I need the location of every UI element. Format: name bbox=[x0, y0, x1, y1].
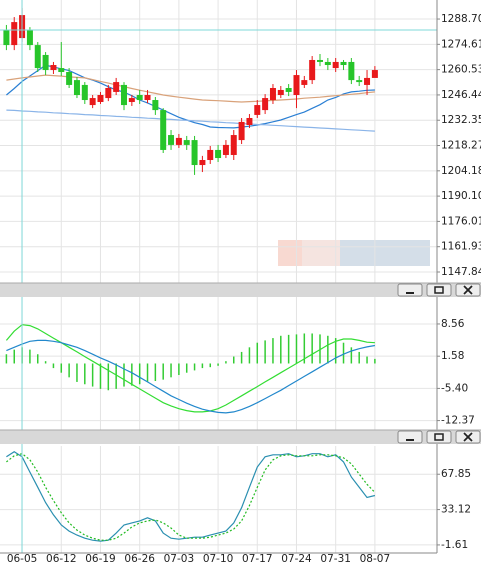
candle-body bbox=[34, 45, 41, 69]
candle-body bbox=[238, 121, 245, 141]
y-tick-label: 1190.10 bbox=[441, 190, 481, 202]
candle-body bbox=[26, 29, 33, 46]
blur-box bbox=[340, 240, 430, 266]
panel-bar bbox=[0, 430, 481, 444]
candle-body bbox=[293, 75, 300, 95]
y-tick-label: 1232.35 bbox=[441, 114, 481, 126]
x-tick-label: 07-31 bbox=[320, 553, 351, 565]
candle-body bbox=[317, 59, 323, 62]
candle-body bbox=[340, 61, 347, 66]
candle-body bbox=[262, 98, 269, 111]
candle-body bbox=[246, 117, 253, 125]
window-button bbox=[397, 283, 423, 297]
candle-body bbox=[97, 95, 104, 103]
overlay-line bbox=[6, 109, 375, 132]
x-tick-label: 06-19 bbox=[85, 553, 116, 565]
candle-body bbox=[324, 61, 331, 66]
candle-body bbox=[136, 95, 143, 101]
icon bbox=[434, 433, 444, 441]
blur-box bbox=[278, 240, 302, 266]
y-tick-label: 33.12 bbox=[441, 504, 471, 516]
candle-body bbox=[58, 68, 65, 73]
candle-body bbox=[301, 80, 308, 85]
blur-box bbox=[302, 240, 340, 266]
indicator-line bbox=[5, 324, 375, 413]
candle-body bbox=[89, 98, 96, 106]
y-tick-label: 1147.84 bbox=[441, 266, 481, 278]
candle-body bbox=[222, 144, 229, 155]
y-tick-label: 1204.18 bbox=[441, 165, 481, 177]
window-button bbox=[397, 430, 423, 444]
candle-body bbox=[254, 105, 261, 115]
y-tick-label: 1274.61 bbox=[441, 38, 481, 50]
candle-body bbox=[215, 149, 222, 159]
candle-body bbox=[160, 110, 167, 150]
icon bbox=[463, 432, 473, 442]
candle-body bbox=[121, 84, 127, 106]
candle-body bbox=[332, 61, 339, 69]
candle-body bbox=[66, 72, 73, 85]
x-tick-label: 08-07 bbox=[360, 553, 391, 565]
y-tick-label: 1.58 bbox=[441, 350, 464, 362]
y-tick-label: -12.37 bbox=[441, 415, 475, 427]
candle-body bbox=[199, 160, 206, 166]
candle-body bbox=[269, 87, 276, 101]
x-tick-label: 06-12 bbox=[46, 553, 77, 565]
candle-body bbox=[144, 95, 151, 101]
candle-body bbox=[128, 98, 135, 103]
x-tick-label: 07-03 bbox=[164, 553, 195, 565]
y-tick-label: -5.40 bbox=[441, 382, 468, 394]
candle-body bbox=[356, 80, 363, 83]
candle-body bbox=[277, 89, 284, 95]
y-tick-label: -1.61 bbox=[441, 539, 468, 551]
candle-body bbox=[11, 22, 18, 46]
y-tick-label: 1161.93 bbox=[441, 241, 481, 253]
candle-body bbox=[207, 149, 214, 161]
candle-body bbox=[42, 54, 49, 71]
y-tick-label: 8.56 bbox=[441, 318, 465, 330]
indicator-line bbox=[6, 450, 376, 542]
candle-body bbox=[152, 100, 159, 111]
candle-body bbox=[364, 77, 371, 85]
candle-body bbox=[175, 137, 182, 145]
decor bbox=[278, 240, 430, 266]
window-button bbox=[426, 283, 452, 297]
candle-body bbox=[3, 29, 10, 46]
candle-body bbox=[371, 70, 378, 78]
candle-body bbox=[230, 135, 237, 155]
candle-body bbox=[191, 140, 198, 166]
y-tick-label: 1176.01 bbox=[441, 215, 481, 227]
x-tick-label: 06-05 bbox=[7, 553, 38, 565]
icon bbox=[463, 285, 473, 295]
icon bbox=[434, 286, 444, 294]
x-tick-label: 07-10 bbox=[203, 553, 234, 565]
candle-body bbox=[309, 59, 316, 81]
indicator-line bbox=[6, 339, 376, 414]
candle-body bbox=[81, 84, 88, 101]
x-tick-label: 06-26 bbox=[124, 553, 155, 565]
x-tick-label: 07-17 bbox=[242, 553, 273, 565]
candle-body bbox=[348, 61, 355, 81]
y-tick-label: 1246.44 bbox=[441, 89, 481, 101]
candle-body bbox=[73, 80, 80, 95]
candle-body bbox=[168, 135, 175, 145]
y-tick-label: 1218.27 bbox=[441, 140, 481, 152]
overlay-line bbox=[6, 64, 375, 129]
candle-body bbox=[50, 65, 57, 71]
candle-body bbox=[105, 87, 112, 99]
y-tick-label: 1288.70 bbox=[441, 13, 481, 25]
indicator-line bbox=[6, 453, 376, 541]
candle-body bbox=[183, 140, 190, 145]
candle-body bbox=[285, 87, 292, 92]
x-tick-label: 07-24 bbox=[281, 553, 312, 565]
y-tick-label: 1260.53 bbox=[441, 64, 481, 76]
window-button bbox=[426, 430, 452, 444]
y-tick-label: 67.85 bbox=[441, 468, 471, 480]
candle-body bbox=[113, 82, 120, 92]
panel-bar bbox=[0, 283, 481, 297]
